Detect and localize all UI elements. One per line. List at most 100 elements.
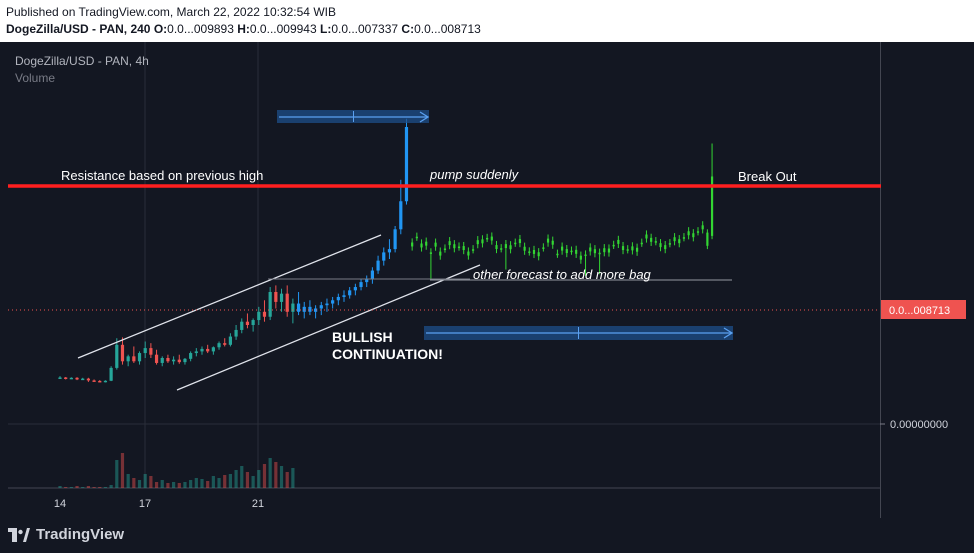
volume-bar-10 bbox=[115, 460, 119, 488]
time-tick-14: 14 bbox=[54, 498, 66, 510]
historical-candle-20 bbox=[172, 356, 176, 365]
volume-bar-6 bbox=[92, 487, 96, 488]
forecast-candle-54 bbox=[664, 241, 667, 254]
tradingview-logo[interactable]: TradingView bbox=[8, 526, 124, 543]
historical-body-19 bbox=[166, 358, 170, 362]
historical-candle-35 bbox=[257, 306, 261, 325]
forecast-candle-58 bbox=[682, 233, 686, 242]
volume-bar-36 bbox=[262, 464, 267, 488]
volume-bar-5 bbox=[86, 486, 90, 488]
forecast-body-11 bbox=[462, 246, 465, 251]
user-body-13 bbox=[370, 270, 374, 279]
forecast-body-18 bbox=[495, 245, 498, 250]
forecast-candle-9 bbox=[453, 240, 456, 253]
historical-candle-34 bbox=[251, 318, 255, 332]
historical-candle-14 bbox=[137, 351, 142, 365]
historical-candle-7 bbox=[98, 380, 102, 383]
user-candle-11 bbox=[359, 278, 363, 291]
chart-area[interactable]: Resistance based on previous high pump s… bbox=[0, 42, 974, 518]
user-candle-5 bbox=[325, 298, 329, 312]
ohlc-line: DogeZilla/USD - PAN, 240 O:0.0...009893 … bbox=[6, 22, 481, 36]
volume-bar-28 bbox=[217, 478, 221, 488]
historical-body-2 bbox=[69, 377, 73, 380]
forecast-body-1 bbox=[415, 236, 418, 239]
user-body-4 bbox=[319, 305, 323, 309]
user-body-7 bbox=[336, 296, 340, 301]
user-body-1 bbox=[302, 306, 306, 312]
grid bbox=[8, 42, 880, 488]
volume-bar-13 bbox=[132, 478, 136, 488]
volume-bar-11 bbox=[120, 453, 125, 488]
forecast-body-29 bbox=[546, 238, 550, 243]
forecast-body-57 bbox=[678, 239, 681, 244]
historical-candle-2 bbox=[69, 377, 73, 380]
forecast-body-40 bbox=[598, 252, 601, 255]
volume-bar-7 bbox=[98, 487, 102, 488]
historical-body-6 bbox=[92, 380, 96, 382]
forecast-body-63 bbox=[706, 232, 709, 246]
user-candle-8 bbox=[342, 290, 346, 302]
forecast-body-61 bbox=[696, 231, 700, 233]
user-candle-4 bbox=[319, 301, 323, 316]
forecast-body-47 bbox=[631, 246, 634, 251]
chart-svg[interactable]: Resistance based on previous high pump s… bbox=[0, 42, 974, 518]
historical-body-32 bbox=[240, 321, 244, 330]
forecast-candle-56 bbox=[673, 233, 676, 246]
price-axis-zero: 0.00000000 bbox=[890, 419, 948, 431]
volume-bar-17 bbox=[154, 482, 159, 488]
forecast-candle-24 bbox=[523, 242, 526, 255]
forecast-body-38 bbox=[589, 247, 592, 252]
tradingview-logo-icon bbox=[8, 527, 30, 542]
historical-body-31 bbox=[234, 329, 238, 337]
historical-body-37 bbox=[268, 292, 272, 317]
volume-bar-1 bbox=[64, 487, 68, 488]
forecast-body-21 bbox=[509, 245, 512, 250]
historical-body-27 bbox=[211, 347, 215, 352]
forecast-candle-31 bbox=[556, 249, 559, 258]
historical-candle-6 bbox=[92, 379, 96, 382]
forecast-candle-44 bbox=[617, 235, 620, 249]
forecast-candle-59 bbox=[687, 227, 690, 240]
forecast-body-48 bbox=[635, 247, 639, 252]
forecast-body-58 bbox=[682, 237, 686, 239]
forecast-candle-27 bbox=[537, 248, 540, 261]
historical-candle-9 bbox=[109, 366, 113, 382]
forecast-candle-21 bbox=[509, 241, 512, 254]
forecast-body-60 bbox=[692, 233, 695, 238]
channel-lower-line bbox=[176, 264, 481, 391]
legend-volume: Volume bbox=[15, 71, 55, 85]
user-body-8 bbox=[342, 295, 346, 297]
volume-bar-2 bbox=[69, 487, 73, 488]
forecast-candle-22 bbox=[514, 238, 517, 247]
historical-candle-26 bbox=[206, 344, 210, 354]
user-candle-15 bbox=[382, 247, 386, 266]
user-body-15 bbox=[382, 252, 386, 261]
volume-bar-25 bbox=[200, 479, 204, 488]
user-candle-16 bbox=[387, 239, 392, 259]
forecast-body-25 bbox=[528, 251, 531, 253]
projection-box-bottom[interactable] bbox=[424, 326, 734, 340]
historical-candle-27 bbox=[211, 346, 215, 355]
historical-candle-24 bbox=[194, 348, 198, 357]
resistance-label: Resistance based on previous high bbox=[61, 168, 263, 183]
forecast-body-55 bbox=[668, 243, 671, 245]
historical-body-29 bbox=[223, 343, 227, 345]
forecast-candle-14 bbox=[476, 236, 479, 249]
forecast-candle-29 bbox=[546, 234, 550, 247]
user-candle-10 bbox=[353, 283, 357, 296]
volume-bar-20 bbox=[172, 482, 176, 488]
projection-box-top[interactable] bbox=[277, 110, 430, 123]
forecast-body-4 bbox=[429, 252, 433, 254]
historical-candle-39 bbox=[279, 288, 284, 312]
forecast-body-14 bbox=[476, 240, 479, 245]
historical-candle-36 bbox=[262, 300, 267, 322]
forecast-body-17 bbox=[490, 236, 493, 241]
historical-candle-12 bbox=[126, 354, 130, 367]
user-body-10 bbox=[353, 287, 357, 291]
forecast-body-35 bbox=[575, 249, 578, 254]
forecast-candle-23 bbox=[518, 234, 522, 248]
forecast-candle-38 bbox=[589, 243, 592, 256]
historical-body-18 bbox=[160, 358, 164, 363]
volume-bar-33 bbox=[245, 472, 250, 488]
volume-bar-32 bbox=[240, 466, 244, 488]
